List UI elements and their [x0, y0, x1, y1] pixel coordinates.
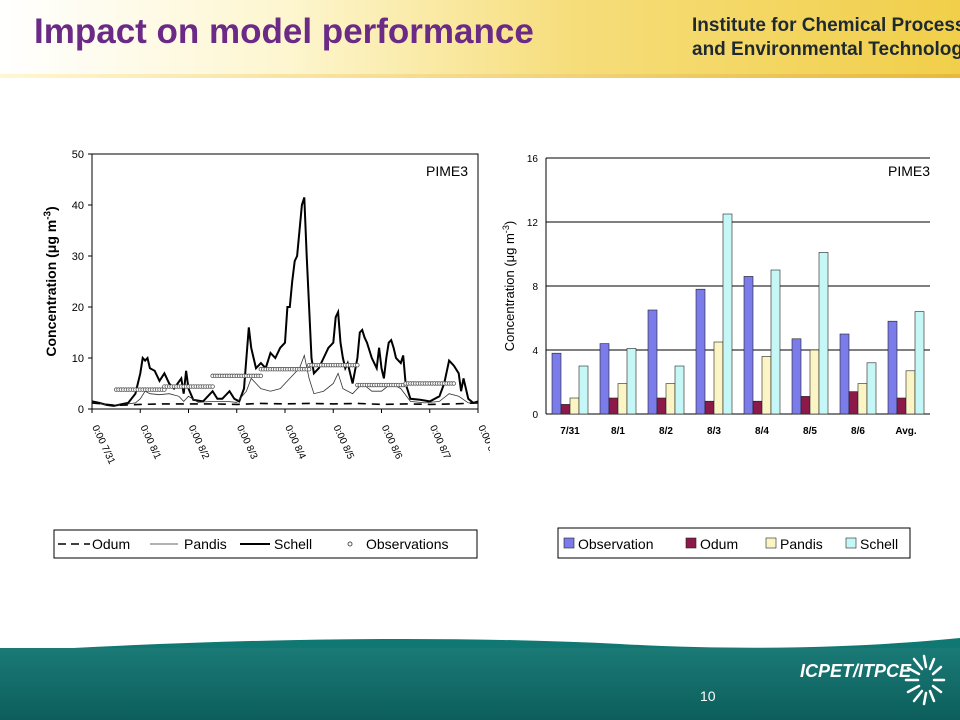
bar-observation	[791, 338, 802, 415]
y-tick-label: 20	[72, 302, 84, 314]
y-tick-label: 30	[72, 251, 84, 263]
x-tick-label: 0:00 8/8	[475, 424, 490, 462]
x-tick-label: 0:00 8/4	[282, 424, 307, 462]
sunburst-logo-icon	[904, 654, 946, 706]
institute-name: Institute for Chemical Process and Envir…	[692, 14, 960, 62]
category-label: 8/5	[803, 426, 817, 437]
y-axis-label: Concentration (μg m-3)	[42, 206, 59, 356]
bar-observation	[551, 352, 562, 415]
observation-point	[306, 367, 312, 372]
y-tick-label: 8	[532, 282, 538, 293]
schell-series-line	[91, 197, 479, 407]
y-tick-label: 0	[78, 404, 84, 416]
x-tick-label: 0:00 8/1	[138, 424, 163, 462]
legend-label: Observation	[578, 536, 653, 552]
bar-observation	[599, 343, 610, 415]
legend-swatch-odum	[685, 537, 697, 549]
footer-bar	[0, 648, 960, 720]
bar-pandis	[713, 341, 724, 415]
odum-series-line	[91, 402, 479, 407]
bar-observation	[839, 333, 850, 415]
legend-label: Schell	[860, 536, 898, 552]
time-series-chart: 0 10 20 30 40 50 0:00 7/31 0:00 8/1 0:00 8/2 0:00…	[42, 149, 490, 559]
x-tick-label: 0:00 7/31	[89, 424, 117, 467]
bar-odum	[704, 400, 715, 415]
y-tick-label: 50	[72, 149, 84, 161]
bar-schell	[578, 365, 589, 415]
pandis-series-line	[91, 353, 479, 406]
header-bar	[0, 0, 960, 78]
bar-odum	[848, 391, 859, 415]
icpet-logo: ICPET/ITPCE	[800, 661, 912, 681]
bar-schell	[674, 365, 685, 415]
bar-schell	[818, 252, 829, 415]
bar-odum	[800, 396, 811, 415]
category-label: 8/4	[755, 426, 769, 437]
y-tick-label: 4	[532, 346, 538, 357]
bar-schell	[866, 362, 877, 415]
page-number: 10	[700, 688, 716, 704]
x-tick-label: 0:00 8/6	[379, 424, 404, 462]
legend-swatch-observations	[347, 541, 353, 547]
y-axis-label: Concentration (μg m-3)	[501, 221, 517, 351]
y-tick-label: 16	[527, 154, 539, 165]
chart-annotation: PIME3	[426, 163, 468, 179]
header-divider	[0, 74, 960, 78]
observation-point	[210, 384, 215, 389]
x-tick-label: 0:00 8/3	[234, 424, 259, 462]
bar-odum	[608, 397, 619, 415]
x-tick-label: 0:00 8/2	[186, 424, 211, 462]
bar-schell	[770, 269, 781, 415]
bar-observation	[743, 276, 754, 415]
legend-label: Pandis	[780, 536, 823, 552]
x-tick-label: 0:00 8/5	[331, 424, 356, 462]
slide-title: Impact on model performance	[34, 12, 534, 51]
bar-odum	[896, 397, 907, 415]
category-label: 8/6	[851, 426, 865, 437]
category-label: 8/1	[611, 426, 625, 437]
x-tick-label: 0:00 8/7	[427, 424, 452, 462]
y-tick-label: 12	[527, 218, 539, 229]
legend-label: Odum	[92, 536, 130, 552]
bar-observation	[647, 309, 658, 415]
bar-schell	[914, 311, 925, 415]
bar-odum	[752, 400, 763, 415]
observation-point	[451, 381, 457, 386]
legend-label: Odum	[700, 536, 738, 552]
bar-observation	[887, 320, 898, 415]
y-tick-label: 10	[72, 353, 84, 365]
bar-pandis	[761, 356, 772, 415]
legend-swatch-schell	[845, 537, 857, 549]
bar-pandis	[905, 370, 916, 415]
legend-swatch-observation	[563, 537, 575, 549]
bar-pandis	[569, 397, 580, 415]
y-tick-label: 0	[532, 410, 538, 421]
bar-pandis	[857, 383, 868, 415]
category-label: 8/2	[659, 426, 673, 437]
category-label: 8/3	[707, 426, 721, 437]
category-label: 7/31	[560, 426, 580, 437]
y-tick-label: 40	[72, 200, 84, 212]
bar-chart-legend: Observation Odum Pandis Schell	[557, 527, 911, 559]
chart-annotation: PIME3	[888, 163, 930, 179]
legend-label: Schell	[274, 536, 312, 552]
bar-pandis	[617, 383, 628, 415]
line-chart-legend: Odum Pandis Schell Observations	[53, 529, 478, 559]
bar-schell	[626, 348, 637, 415]
bar-odum	[560, 404, 571, 415]
legend-label: Observations	[366, 536, 448, 552]
bar-pandis	[665, 383, 676, 415]
observation-point	[355, 362, 360, 368]
bar-pandis	[809, 349, 820, 415]
legend-swatch-pandis	[765, 537, 777, 549]
legend-label: Pandis	[184, 536, 227, 552]
bar-observation	[695, 288, 706, 415]
institute-line-2: and Environmental Technology	[692, 39, 960, 60]
bar-schell	[722, 213, 733, 415]
bar-odum	[656, 397, 667, 415]
observation-point	[258, 373, 264, 379]
category-label: Avg.	[895, 426, 917, 437]
institute-line-1: Institute for Chemical Process	[692, 15, 960, 36]
daily-average-bar-chart: 0 4 8 12 16 Concentration (μg m-3) PIME3 7/31 8/…	[501, 154, 930, 559]
